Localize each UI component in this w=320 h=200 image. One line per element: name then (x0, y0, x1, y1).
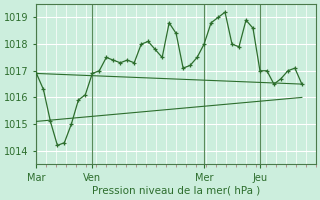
X-axis label: Pression niveau de la mer( hPa ): Pression niveau de la mer( hPa ) (92, 186, 260, 196)
